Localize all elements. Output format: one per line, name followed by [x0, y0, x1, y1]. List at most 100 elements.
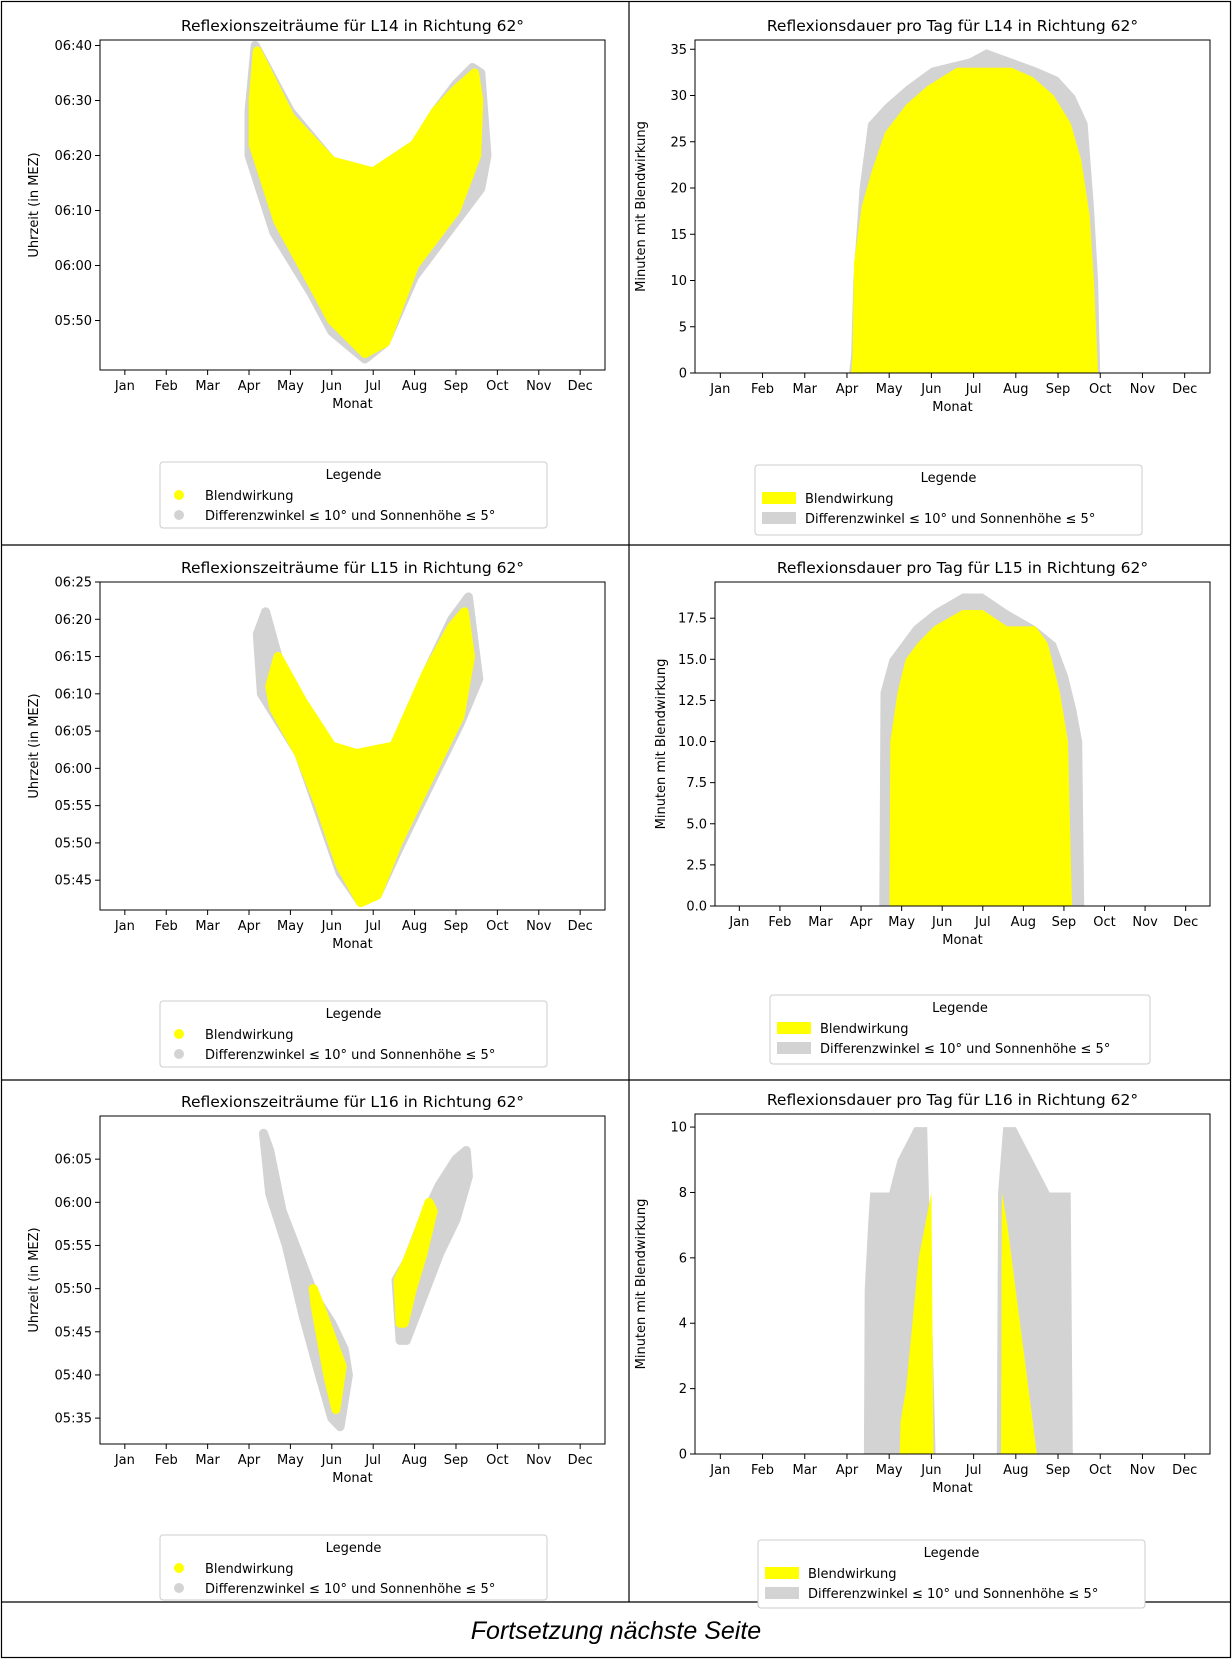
x-tick-label: Oct — [1089, 382, 1111, 397]
x-tick-label: Jul — [364, 379, 381, 394]
x-tick-label: Sep — [444, 379, 469, 394]
legend-frame — [757, 1539, 1146, 1609]
legend-frame — [769, 994, 1151, 1065]
y-tick-label: 2.5 — [686, 858, 707, 873]
y-tick-label: 06:20 — [55, 613, 92, 628]
y-tick-label: 05:55 — [55, 799, 92, 814]
y-axis-label: Uhrzeit (in MEZ) — [27, 1227, 42, 1332]
legend-label: Blendwirkung — [820, 1022, 908, 1037]
legend-title: Legende — [326, 468, 382, 483]
y-axis-label: Minuten mit Blendwirkung — [634, 1199, 649, 1370]
legend-title: Legende — [326, 1007, 382, 1022]
x-tick-label: Jan — [709, 382, 730, 397]
y-axis-label: Uhrzeit (in MEZ) — [27, 152, 42, 257]
x-tick-label: Nov — [1130, 1463, 1156, 1478]
x-tick-label: Apr — [850, 915, 873, 930]
x-tick-label: Sep — [444, 919, 469, 934]
y-tick-label: 35 — [670, 43, 687, 58]
x-tick-label: Apr — [836, 382, 859, 397]
y-tick-label: 06:40 — [55, 39, 92, 54]
x-tick-label: Feb — [155, 379, 178, 394]
legend-label: Differenzwinkel ≤ 10° und Sonnenhöhe ≤ 5… — [808, 1587, 1098, 1602]
legend-glare-marker — [174, 1029, 184, 1039]
y-tick-label: 10 — [670, 274, 687, 289]
y-tick-label: 6 — [679, 1251, 687, 1266]
x-tick-label: Sep — [1052, 915, 1077, 930]
chart-L16-times: Reflexionszeiträume für L16 in Richtung … — [27, 1093, 606, 1601]
y-tick-label: 5.0 — [686, 817, 707, 832]
x-tick-label: Apr — [836, 1463, 859, 1478]
x-tick-label: Feb — [751, 1463, 774, 1478]
x-tick-label: Jun — [920, 1463, 941, 1478]
y-axis-label: Minuten mit Blendwirkung — [634, 121, 649, 292]
x-tick-label: Nov — [526, 1453, 552, 1468]
legend-glare-swatch — [765, 1567, 799, 1579]
x-tick-label: May — [876, 382, 903, 397]
y-tick-label: 4 — [679, 1317, 687, 1332]
x-tick-label: Oct — [1093, 915, 1115, 930]
legend-angle-marker — [174, 510, 184, 520]
chart-L16-dur: Reflexionsdauer pro Tag für L16 in Richt… — [634, 1091, 1211, 1609]
chart-title: Reflexionsdauer pro Tag für L14 in Richt… — [767, 17, 1138, 35]
legend-label: Blendwirkung — [205, 1028, 293, 1043]
chart-L14-times: Reflexionszeiträume für L14 in Richtung … — [27, 17, 606, 529]
y-tick-label: 05:55 — [55, 1239, 92, 1254]
legend-title: Legende — [921, 471, 977, 486]
x-tick-label: Sep — [444, 1453, 469, 1468]
glare-series-area — [393, 1197, 438, 1328]
x-tick-label: Aug — [1003, 1463, 1028, 1478]
legend-frame — [754, 464, 1143, 536]
chart-title: Reflexionszeiträume für L16 in Richtung … — [181, 1093, 524, 1111]
x-tick-label: Aug — [402, 379, 427, 394]
y-tick-label: 05:50 — [55, 836, 92, 851]
chart-legend: Legende Blendwirkung Differenzwinkel ≤ 10°… — [159, 461, 548, 529]
y-tick-label: 12.5 — [678, 694, 707, 709]
x-tick-label: Mar — [792, 382, 817, 397]
plot-marks — [244, 41, 492, 364]
angle-series-bars — [863, 1127, 1073, 1454]
x-tick-label: Apr — [238, 379, 261, 394]
y-tick-label: 30 — [670, 89, 687, 104]
legend-label: Differenzwinkel ≤ 10° und Sonnenhöhe ≤ 5… — [205, 1048, 495, 1063]
y-tick-label: 15.0 — [678, 653, 707, 668]
x-tick-label: Jan — [709, 1463, 730, 1478]
x-tick-label: May — [277, 379, 304, 394]
chart-legend: Legende Blendwirkung Differenzwinkel ≤ 10°… — [159, 1534, 548, 1601]
x-tick-label: Aug — [1003, 382, 1028, 397]
legend-glare-swatch — [762, 492, 796, 504]
x-tick-label: Mar — [195, 919, 220, 934]
x-tick-label: May — [876, 1463, 903, 1478]
x-tick-label: Mar — [808, 915, 833, 930]
legend-frame — [159, 1000, 548, 1068]
legend-label: Differenzwinkel ≤ 10° und Sonnenhöhe ≤ 5… — [805, 512, 1095, 527]
x-tick-label: Nov — [526, 379, 552, 394]
plot-axes-frame — [694, 39, 1211, 374]
chart-L15-dur: Reflexionsdauer pro Tag für L15 in Richt… — [654, 559, 1211, 1065]
x-tick-label: Feb — [768, 915, 791, 930]
y-tick-label: 10 — [670, 1121, 687, 1136]
x-tick-label: Jul — [965, 382, 982, 397]
x-tick-label: Jun — [321, 379, 342, 394]
y-tick-label: 7.5 — [686, 776, 707, 791]
glare-series-bars — [889, 610, 1072, 906]
x-tick-label: May — [277, 1453, 304, 1468]
chart-legend: Legende Blendwirkung Differenzwinkel ≤ 10°… — [159, 1000, 548, 1068]
legend-label: Blendwirkung — [205, 1562, 293, 1577]
y-tick-label: 06:30 — [55, 94, 92, 109]
legend-glare-marker — [174, 490, 184, 500]
y-tick-label: 06:05 — [55, 725, 92, 740]
legend-label: Blendwirkung — [205, 489, 293, 504]
y-tick-label: 8 — [679, 1186, 687, 1201]
x-tick-label: Jan — [114, 379, 135, 394]
y-tick-label: 15 — [670, 228, 687, 243]
x-tick-label: May — [888, 915, 915, 930]
x-tick-label: Apr — [238, 1453, 261, 1468]
y-tick-label: 10.0 — [678, 735, 707, 750]
x-tick-label: Aug — [1011, 915, 1036, 930]
x-tick-label: Apr — [238, 919, 261, 934]
legend-label: Blendwirkung — [808, 1567, 896, 1582]
y-axis-label: Uhrzeit (in MEZ) — [27, 693, 42, 798]
x-tick-label: Nov — [1132, 915, 1158, 930]
